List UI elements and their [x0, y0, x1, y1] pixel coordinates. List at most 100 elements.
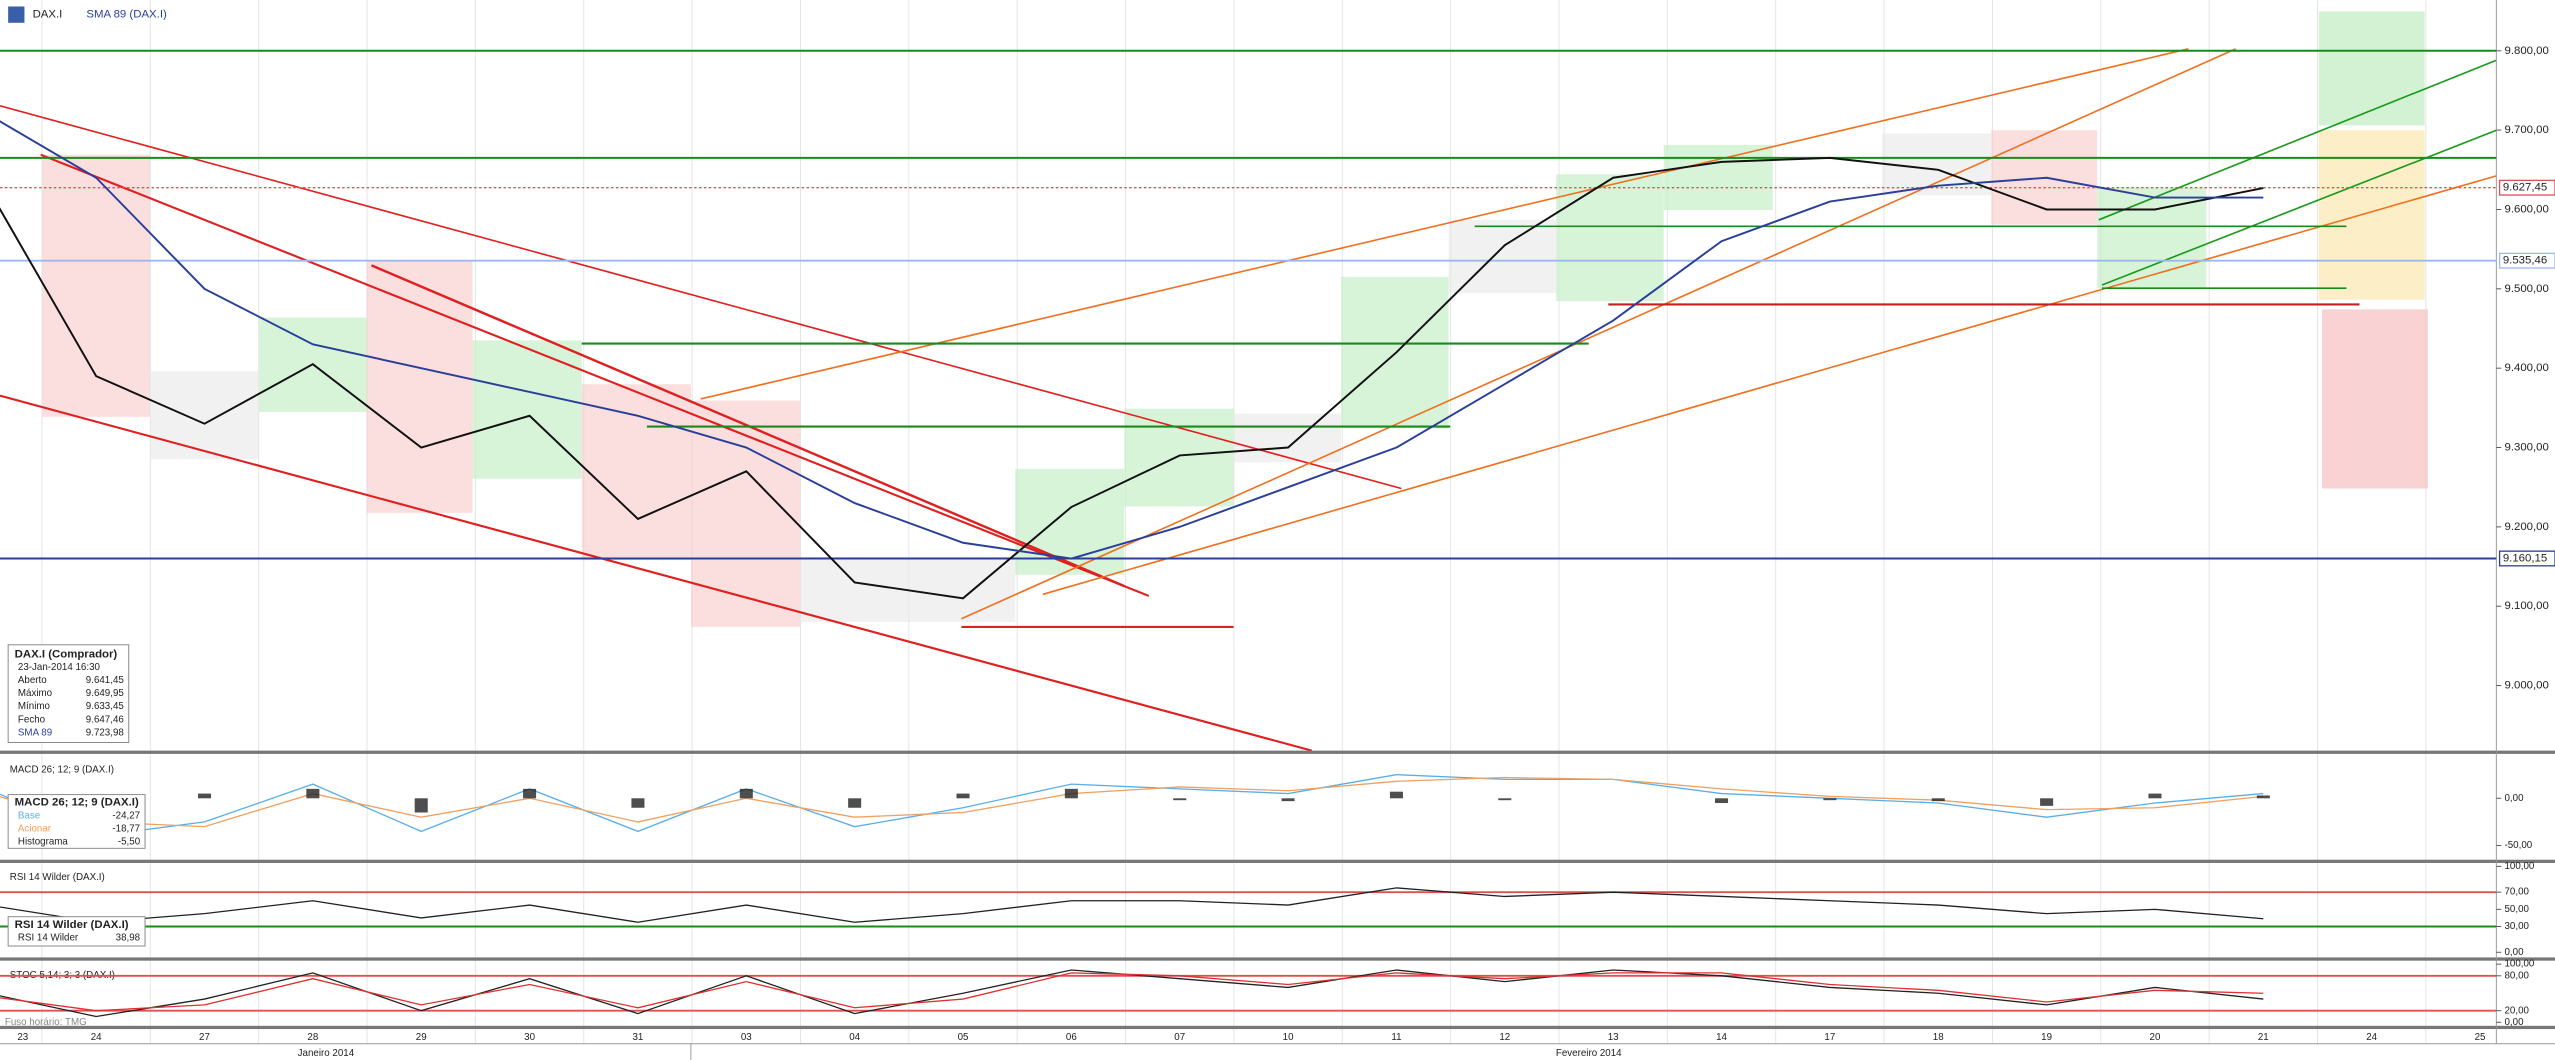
timezone: Fuso horário: TMG — [5, 1017, 87, 1028]
legend-box — [7, 916, 146, 947]
price-tag-label: 9.160,15 — [2503, 553, 2547, 565]
x-tick-label: 25 — [2475, 1032, 2486, 1043]
histogram-bar — [1389, 791, 1403, 799]
y-tick-label: 0,00 — [2504, 1017, 2524, 1028]
info-label: SMA 89 — [18, 727, 52, 738]
x-tick-label: 24 — [91, 1032, 102, 1043]
x-tick-label: 23 — [17, 1032, 28, 1043]
month-label: Fevereiro 2014 — [1556, 1048, 1622, 1059]
histogram-bar — [523, 788, 537, 799]
box — [42, 154, 150, 417]
info-label: Fecho — [18, 714, 46, 725]
y-tick-label: 20,00 — [2504, 1005, 2529, 1016]
box — [581, 384, 691, 561]
histogram-bar — [631, 798, 645, 808]
info-title: DAX.I (Comprador) — [15, 649, 118, 661]
legend-label: Base — [18, 810, 40, 821]
y-tick-label: 9.000,00 — [2504, 680, 2548, 692]
histogram-bar — [956, 793, 970, 799]
x-tick-label: 03 — [741, 1032, 752, 1043]
histogram-bar — [414, 798, 428, 813]
box — [1015, 468, 1125, 575]
y-tick-label: 9.400,00 — [2504, 362, 2548, 374]
drawings — [0, 11, 2497, 752]
y-tick-label: 9.100,00 — [2504, 600, 2548, 612]
box — [2097, 187, 2207, 289]
x-tick-label: 29 — [416, 1032, 427, 1043]
series-line — [0, 120, 2264, 560]
legend-box — [7, 794, 146, 849]
histogram-bar — [1715, 798, 1729, 804]
box — [2318, 130, 2425, 300]
y-tick-label: 50,00 — [2504, 904, 2529, 915]
y-tick-label: 9.800,00 — [2504, 45, 2548, 57]
box — [1556, 174, 1664, 302]
trend-line — [2101, 129, 2497, 286]
info-label: Mínimo — [18, 701, 51, 712]
y-tick-label: 100,00 — [2504, 959, 2534, 970]
legend-title: MACD 26; 12; 9 (DAX.I) — [15, 797, 139, 809]
price-tag — [2498, 179, 2555, 196]
info-value: 9.641,45 — [86, 675, 125, 686]
x-tick-label: 31 — [632, 1032, 643, 1043]
series-line — [0, 156, 2264, 600]
y-tick-label: 9.300,00 — [2504, 442, 2548, 454]
y-tick-label: 70,00 — [2504, 887, 2529, 898]
histogram-bar — [1064, 788, 1078, 799]
x-tick-label: 19 — [2041, 1032, 2052, 1043]
rsi-panel-title[interactable]: RSI 14 Wilder (DAX.I) — [10, 872, 105, 883]
symbol-selector[interactable]: DAX.I — [33, 9, 63, 21]
x-tick-label: 04 — [849, 1032, 860, 1043]
box — [1448, 219, 1557, 294]
info-value: 9.649,95 — [86, 688, 125, 699]
y-tick-label: 9.600,00 — [2504, 203, 2548, 215]
histogram-bar — [197, 793, 212, 799]
histogram-bar — [848, 798, 862, 808]
trend-line — [2098, 59, 2497, 221]
x-tick-label: 11 — [1391, 1032, 1401, 1043]
y-tick-label: 9.200,00 — [2504, 521, 2548, 533]
trend-line — [0, 394, 1312, 752]
box — [2318, 11, 2425, 126]
x-tick-label: 17 — [1824, 1032, 1835, 1043]
price-tag-label: 9.627,45 — [2503, 182, 2547, 194]
x-tick-label: 27 — [199, 1032, 210, 1043]
panel-separator — [0, 957, 2555, 961]
box — [149, 371, 260, 460]
box — [472, 340, 582, 479]
month-label: Janeiro 2014 — [298, 1048, 355, 1059]
histogram-bar — [1823, 798, 1837, 801]
info-time: 23-Jan-2014 16:30 — [18, 662, 101, 673]
histogram-bar — [1281, 798, 1295, 802]
series-line — [0, 776, 2264, 828]
x-tick-label: 06 — [1066, 1032, 1077, 1043]
y-tick-label: 0,00 — [2504, 793, 2524, 804]
macd-panel-title[interactable]: MACD 26; 12; 9 (DAX.I) — [10, 765, 114, 776]
x-tick-label: 10 — [1283, 1032, 1294, 1043]
series-line — [0, 972, 2264, 1012]
y-tick-label: -50,00 — [2504, 840, 2532, 851]
x-tick-label: 28 — [307, 1032, 318, 1043]
legend-value: -18,77 — [112, 823, 140, 834]
info-value: 9.633,45 — [86, 701, 125, 712]
box — [1233, 413, 1342, 463]
info-label: Aberto — [18, 675, 47, 686]
histogram-bar — [1931, 798, 1945, 802]
legend-label: RSI 14 Wilder — [18, 932, 79, 943]
trend-line — [700, 48, 2189, 400]
box — [690, 400, 801, 627]
trend-line — [0, 105, 1402, 490]
price-tag-label: 9.535,46 — [2503, 255, 2547, 267]
indicator-selector[interactable]: SMA 89 (DAX.I) — [86, 9, 167, 21]
y-tick-label: 30,00 — [2504, 921, 2529, 932]
box — [1124, 408, 1234, 507]
x-tick-label: 05 — [958, 1032, 969, 1043]
x-tick-label: 18 — [1933, 1032, 1944, 1043]
info-value: 9.647,46 — [86, 714, 124, 725]
y-tick-label: 9.700,00 — [2504, 124, 2548, 136]
x-tick-label: 13 — [1608, 1032, 1619, 1043]
x-tick-label: 24 — [2366, 1032, 2377, 1043]
